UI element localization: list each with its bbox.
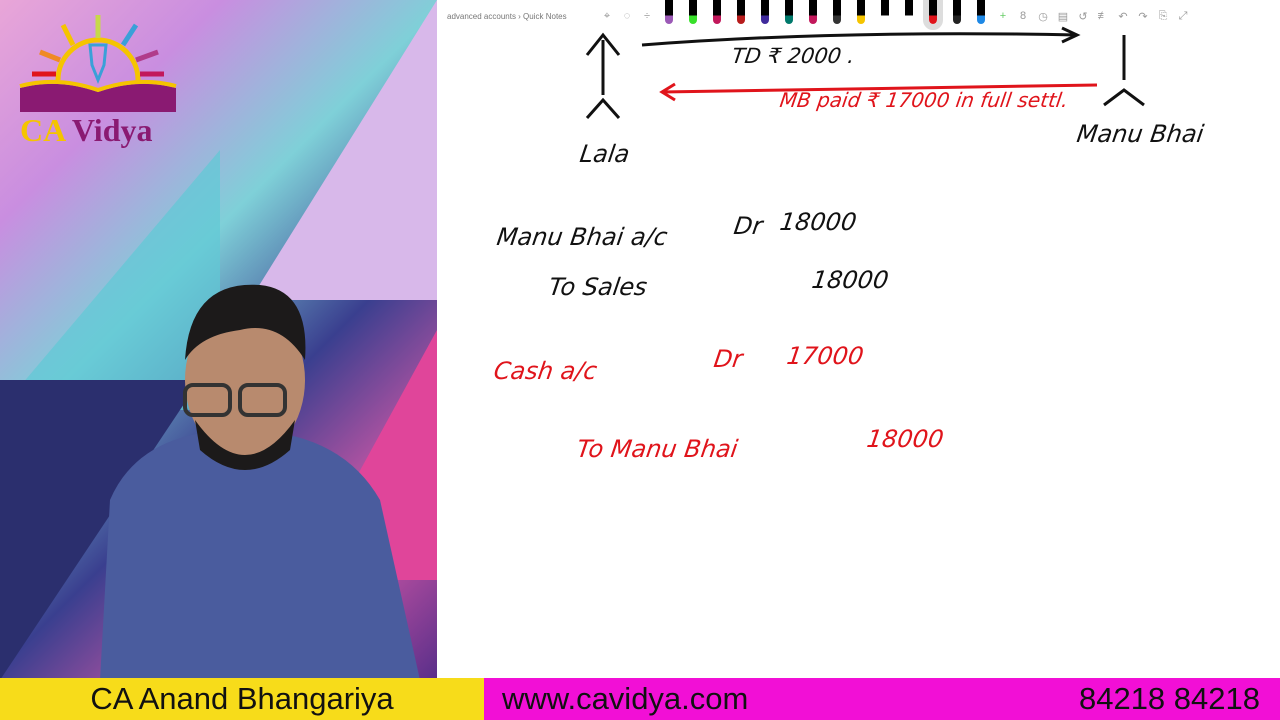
ca-vidya-logo [18, 10, 178, 155]
party-lala: Lala [578, 140, 632, 168]
payment-note: MB paid ₹ 17000 in full settl. [778, 88, 1070, 112]
entry1-dr: Dr [732, 212, 765, 240]
entry1-amount: 18000 [778, 208, 859, 236]
pen-icon[interactable] [881, 0, 889, 24]
full-page-icon[interactable]: ⎘ [1158, 9, 1168, 22]
party-manu-bhai: Manu Bhai [1075, 120, 1206, 148]
draw-toolbar: advanced accounts › Quick Notes ⌖ ◌ ÷ + … [437, 0, 1280, 32]
pen-icon[interactable] [713, 0, 721, 24]
pen-icon[interactable] [977, 0, 985, 24]
expand-icon[interactable]: ⤢ [1178, 9, 1188, 22]
presenter [100, 284, 420, 678]
add-space-icon[interactable]: ÷ [643, 10, 651, 22]
entry2-dr: Dr [712, 345, 745, 373]
entry1-credit: To Sales [547, 273, 649, 301]
eraser-icon[interactable]: ◌ [623, 10, 631, 22]
presenter-name: CA Anand Bhangariya [0, 678, 484, 720]
pen-icon[interactable] [737, 0, 745, 24]
entry2-amount: 17000 [785, 342, 866, 370]
add-pen-icon[interactable]: + [999, 10, 1007, 22]
bg-shape [250, 0, 437, 300]
logo-text: CA Vidya [20, 112, 153, 148]
lasso-icon[interactable]: ⌖ [603, 9, 611, 22]
entry2-credit: To Manu Bhai [575, 435, 740, 463]
trade-discount: TD ₹ 2000 . [730, 44, 857, 68]
website-link[interactable]: www.cavidya.com [502, 681, 749, 716]
phone-number: 84218 84218 [1078, 681, 1260, 716]
pen-icon[interactable] [953, 0, 961, 24]
pen-icon[interactable] [689, 0, 697, 24]
entry2-debit: Cash a/c [492, 357, 599, 385]
breadcrumb[interactable]: advanced accounts › Quick Notes [447, 11, 567, 21]
bg-shape [0, 150, 220, 410]
pen-icon[interactable] [809, 0, 817, 24]
banner-contact: www.cavidya.com 84218 84218 [484, 678, 1280, 720]
pen-icon[interactable] [761, 0, 769, 24]
ink-to-text-icon[interactable]: ◷ [1038, 10, 1048, 23]
pen-icon[interactable] [923, 0, 943, 30]
pen-icon[interactable] [665, 0, 673, 24]
replay-icon[interactable]: ↺ [1078, 10, 1088, 23]
onenote-canvas[interactable]: advanced accounts › Quick Notes ⌖ ◌ ÷ + … [437, 0, 1280, 678]
entry1-credit-amount: 18000 [810, 266, 891, 294]
ink-to-shape-icon[interactable]: 8 [1019, 10, 1027, 22]
pen-icon[interactable] [905, 0, 913, 24]
entry1-debit: Manu Bhai a/c [495, 223, 670, 251]
entry2-credit-amount: 18000 [865, 425, 946, 453]
redo-icon[interactable]: ↷ [1138, 10, 1148, 23]
ink-to-math-icon[interactable]: ▤ [1057, 10, 1069, 23]
ruler-icon[interactable]: ≢ [1097, 10, 1109, 22]
presenter-video: CA Vidya [0, 0, 437, 678]
pen-icon[interactable] [833, 0, 841, 24]
banner: CA Anand Bhangariya www.cavidya.com 8421… [0, 678, 1280, 720]
ink-strokes [585, 26, 1145, 119]
pen-icon[interactable] [857, 0, 865, 24]
undo-icon[interactable]: ↶ [1118, 10, 1128, 23]
pen-icon[interactable] [785, 0, 793, 24]
